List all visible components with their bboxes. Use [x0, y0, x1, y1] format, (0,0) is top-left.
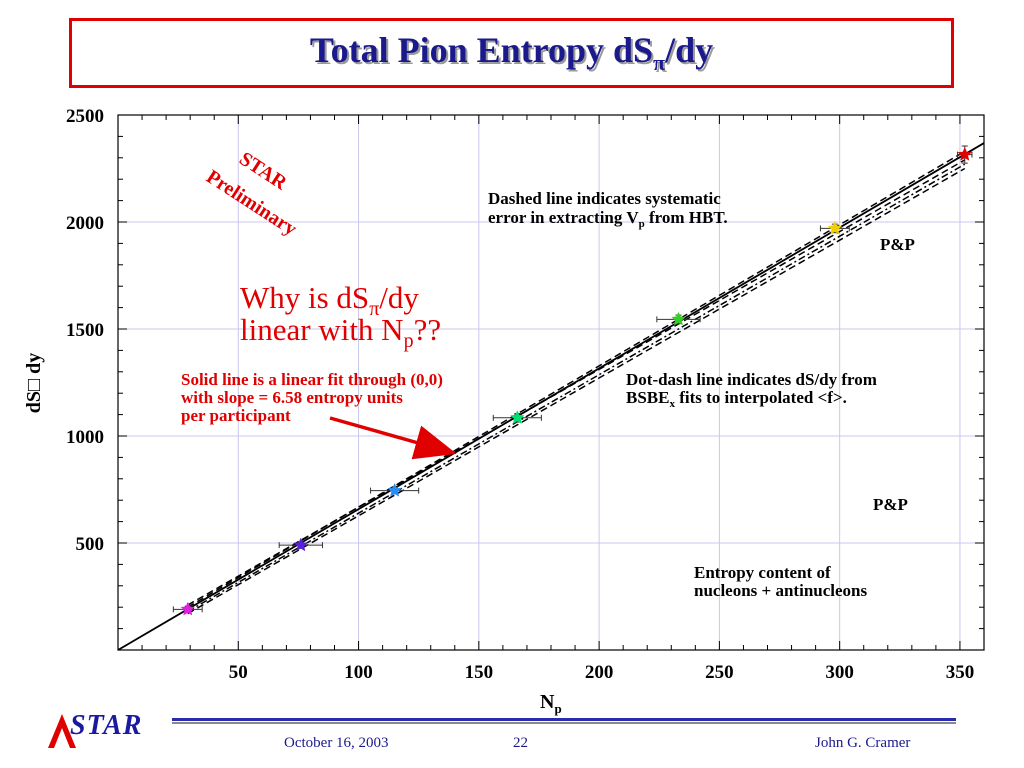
- data-point: [278, 537, 323, 552]
- question-line1: Why is dSπ/dy: [240, 280, 419, 320]
- y-tick-label: 500: [76, 534, 105, 555]
- data-point: [492, 410, 542, 425]
- title-subscript: π: [653, 50, 666, 76]
- fit-line-dashed: [187, 167, 966, 615]
- data-point: [172, 601, 203, 616]
- x-tick-label: 350: [946, 662, 975, 683]
- fit-arrow: [329, 416, 457, 460]
- star-marker: [180, 601, 196, 616]
- question-line2: linear with Np??: [240, 312, 441, 352]
- footer-rule: [172, 718, 956, 721]
- solid-note-line1: Solid line is a linear fit through (0,0): [181, 370, 443, 389]
- x-tick-label: 200: [585, 662, 614, 683]
- y-tick-label: 2500: [66, 106, 104, 127]
- x-tick-label: 100: [344, 662, 373, 683]
- dotdash-note-line1: Dot-dash line indicates dS/dy from: [626, 370, 877, 389]
- ticks: 50 100 150 200 250 300 350 500 1000 1500 2000 2500: [66, 106, 984, 683]
- y-tick-label: 2000: [66, 213, 104, 234]
- star-logo-text: STAR: [70, 710, 143, 741]
- star-marker: [510, 410, 525, 425]
- x-axis-label: Np: [540, 691, 562, 716]
- dotdash-note-line2: BSBEx fits to interpolated <f>.: [626, 388, 847, 410]
- data-point: [370, 482, 420, 497]
- x-tick-label: 300: [825, 662, 854, 683]
- footer-author: John G. Cramer: [815, 735, 911, 751]
- star-marker: [827, 220, 843, 235]
- star-marker: [957, 146, 973, 161]
- solid-note-line3: per participant: [181, 406, 291, 425]
- pp-label-top: P&P: [880, 235, 915, 254]
- y-tick-label: 1000: [66, 427, 104, 448]
- pp-label-bottom: P&P: [873, 495, 908, 514]
- x-tick-label: 250: [705, 662, 734, 683]
- y-tick-label: 1500: [66, 320, 104, 341]
- entropy-note-line1: Entropy content of: [694, 563, 831, 582]
- footer-rule-shadow: [172, 722, 956, 724]
- slide-title: Total Pion Entropy dSπ/dy: [310, 29, 713, 76]
- title-end: /dy: [665, 30, 714, 71]
- data-point: [819, 220, 850, 235]
- solid-note-line2: with slope = 6.58 entropy units: [181, 388, 403, 407]
- data-point: [957, 145, 973, 164]
- star-marker: [671, 311, 686, 326]
- dashed-note-line1: Dashed line indicates systematic: [488, 189, 721, 208]
- y-axis-label: dS□ dy: [23, 353, 45, 413]
- x-tick-label: 50: [229, 662, 248, 683]
- data-points: [172, 145, 973, 616]
- footer-date: October 16, 2003: [284, 735, 389, 751]
- star-marker: [387, 482, 402, 497]
- title-main: Total Pion Entropy dS: [309, 30, 654, 71]
- entropy-note-line2: nucleons + antinucleons: [694, 581, 867, 600]
- x-tick-label: 150: [465, 662, 494, 683]
- star-marker: [293, 537, 309, 552]
- data-point: [656, 311, 701, 326]
- title-frame: Total Pion Entropy dSπ/dy: [69, 18, 954, 88]
- dashed-note-line2: error in extracting Vp from HBT.: [488, 208, 728, 230]
- fit-line-dashed: [187, 159, 966, 606]
- star-logo: STAR: [44, 710, 164, 750]
- star-logo-icon: [48, 714, 76, 748]
- footer-page-number: 22: [513, 735, 528, 751]
- grid: [118, 115, 984, 650]
